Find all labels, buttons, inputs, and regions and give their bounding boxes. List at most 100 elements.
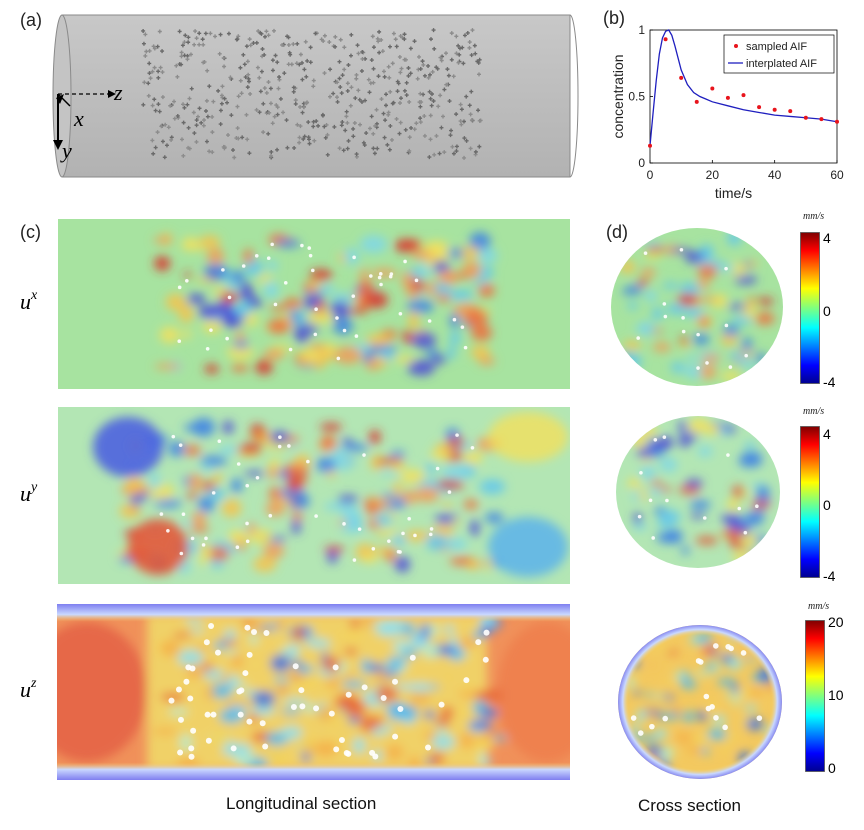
- particle-marker: [277, 74, 282, 79]
- particle-marker: [179, 54, 184, 59]
- particle-void: [697, 659, 704, 665]
- field-patch: [441, 502, 454, 508]
- field-patch: [451, 518, 462, 524]
- particle-marker: [251, 41, 256, 46]
- field-patch: [710, 293, 728, 309]
- particle-void: [702, 516, 707, 520]
- particle-marker: [194, 36, 199, 41]
- particle-marker: [362, 143, 367, 148]
- particle-void: [277, 444, 282, 449]
- particle-marker: [331, 91, 336, 96]
- particle-void: [246, 718, 253, 725]
- particle-marker: [239, 91, 244, 96]
- particle-marker: [386, 110, 391, 115]
- particle-marker: [197, 106, 202, 111]
- particle-marker: [402, 88, 407, 93]
- particle-marker: [297, 140, 302, 145]
- particle-marker: [264, 90, 269, 95]
- particle-void: [653, 437, 658, 442]
- particle-marker: [341, 148, 346, 153]
- field-patch: [446, 437, 466, 447]
- particle-marker: [399, 66, 404, 71]
- particle-marker: [205, 114, 210, 119]
- particle-marker: [377, 29, 382, 34]
- field-patch: [662, 282, 678, 289]
- particle-marker: [236, 34, 241, 39]
- field-patch: [168, 441, 185, 457]
- particle-marker: [418, 104, 423, 109]
- particle-void: [728, 365, 733, 369]
- field-patch: [381, 529, 400, 536]
- particle-void: [236, 462, 241, 466]
- field-patch: [324, 546, 345, 553]
- field-patch: [119, 503, 142, 519]
- particle-marker: [313, 31, 318, 36]
- particle-void: [630, 715, 637, 721]
- field-patch: [183, 445, 201, 456]
- particle-marker: [394, 116, 399, 121]
- particle-marker: [311, 119, 316, 124]
- particle-marker: [292, 145, 297, 150]
- field-patch: [154, 498, 182, 508]
- series-point-sampled: [788, 109, 793, 114]
- field-patch: [437, 293, 451, 303]
- field-patch: [729, 351, 741, 360]
- particle-void: [188, 753, 195, 760]
- aif-chart: 0 20 40 60 0 0.5 1 time/s concentration sampled …: [610, 23, 844, 201]
- particle-void: [235, 545, 240, 550]
- particle-marker: [406, 73, 411, 78]
- series-point-sampled: [741, 93, 746, 98]
- field-patch: [266, 260, 279, 271]
- particle-marker: [373, 123, 378, 128]
- particle-marker: [457, 46, 462, 51]
- caption-longitudinal: Longitudinal section: [226, 794, 377, 813]
- particle-void: [429, 527, 434, 531]
- field-patch: [365, 333, 391, 346]
- field-patch: [732, 551, 755, 563]
- particle-marker: [238, 78, 243, 83]
- particle-marker: [381, 111, 386, 116]
- particle-marker: [244, 44, 249, 49]
- field-patch: [430, 354, 447, 364]
- field-patch: [697, 446, 713, 457]
- particle-marker: [182, 40, 187, 45]
- particle-marker: [395, 79, 400, 84]
- particle-marker: [258, 89, 263, 94]
- particle-marker: [142, 80, 147, 85]
- particle-marker: [435, 66, 440, 71]
- field-patch: [731, 315, 752, 325]
- particle-void: [336, 356, 341, 361]
- field-patch: [464, 308, 489, 327]
- particle-marker: [247, 37, 252, 42]
- cylinder-right-cap: [569, 14, 579, 178]
- particle-marker: [374, 107, 379, 112]
- particle-void: [310, 268, 315, 273]
- particle-void: [447, 490, 452, 494]
- particle-marker: [244, 112, 249, 117]
- particle-marker: [348, 103, 353, 108]
- particle-marker: [402, 37, 407, 42]
- particle-marker: [213, 34, 218, 39]
- field-patch: [726, 498, 740, 512]
- particle-marker: [275, 60, 280, 65]
- particle-void: [313, 332, 318, 337]
- particle-marker: [376, 74, 381, 79]
- particle-marker: [186, 35, 191, 40]
- particle-marker: [234, 136, 239, 141]
- particle-void: [242, 670, 249, 677]
- particle-marker: [361, 140, 366, 145]
- particle-marker: [388, 89, 393, 94]
- field-patch: [206, 248, 225, 265]
- particle-marker: [372, 151, 377, 156]
- field-map-uz-cross: [618, 625, 782, 779]
- particle-marker: [293, 101, 298, 106]
- particle-marker: [175, 113, 180, 118]
- colorbar-tick-ux-max: 4: [823, 230, 831, 246]
- particle-void: [354, 334, 359, 338]
- particle-marker: [245, 137, 250, 142]
- field-patch: [686, 353, 696, 362]
- particle-void: [744, 353, 748, 358]
- particle-marker: [304, 101, 309, 106]
- particle-void: [705, 361, 709, 365]
- particle-void: [211, 491, 216, 495]
